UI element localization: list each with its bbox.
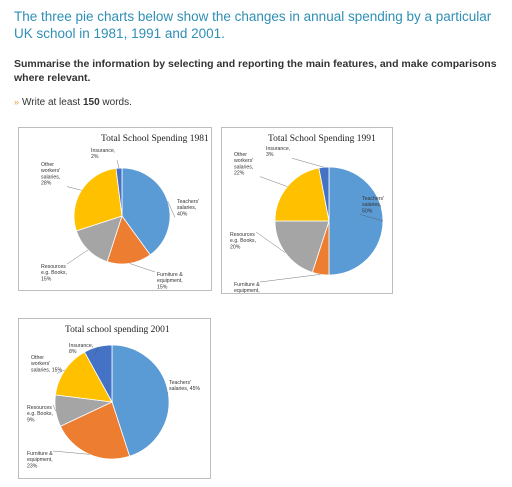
pie-chart-1991: Total School Spending 1991 Teachers' salar… — [221, 127, 393, 294]
leader-line-insurance — [116, 160, 120, 169]
word-count-prefix: Write at least — [22, 97, 83, 108]
leader-line-teachers — [167, 201, 176, 218]
slice-label-teachers: Teachers' salaries, 50% — [362, 196, 384, 214]
slice-label-other: Other workers' salaries, 22% — [234, 152, 253, 177]
leader-line-other — [66, 186, 82, 191]
word-count-number: 150 — [82, 97, 100, 108]
pie-slice-insurance — [115, 167, 123, 217]
pie-slice-teachers — [121, 167, 171, 256]
slice-label-other: Other workers' salaries, 15% — [31, 355, 63, 373]
slice-label-teachers: Teachers' salaries, 45% — [169, 380, 201, 392]
slice-label-resources: Resources e.g. Books, 20% — [230, 232, 256, 250]
slice-label-resources: Resources e.g. Books, 15% — [41, 264, 67, 282]
slice-label-furniture: Furniture & equipment, 15% — [157, 272, 183, 290]
pie-slice-other — [73, 167, 123, 232]
leader-line-other — [259, 176, 288, 187]
chart-title: Total school spending 2001 — [65, 325, 170, 335]
pie-chart-1981-svg: Total School Spending 1981 Teachers' salar… — [41, 134, 209, 290]
pie-slice-other — [55, 351, 113, 403]
leader-line-resources — [66, 249, 89, 265]
leader-line-insurance — [94, 346, 99, 356]
word-count-suffix: words. — [99, 97, 132, 108]
slice-label-furniture: Furniture &equipment,5% — [234, 282, 260, 293]
word-count-note: » Write at least 150 words. — [14, 97, 132, 108]
leader-line-furniture — [129, 263, 156, 273]
slice-label-other: Other workers' salaries, 28% — [41, 162, 60, 187]
slice-label-insurance: Insurance, 2% — [91, 148, 115, 160]
slice-label-insurance: Insurance, 8% — [69, 343, 93, 355]
slice-label-teachers: Teachers' salaries, 40% — [177, 199, 199, 217]
leader-line-furniture — [259, 274, 321, 283]
leader-line-resources — [52, 404, 56, 412]
pie-slice-resources — [274, 220, 330, 273]
leader-line-furniture — [52, 450, 90, 455]
chart-title: Total School Spending 1991 — [268, 134, 376, 144]
pie-slice-other — [274, 167, 330, 222]
leader-line-other — [56, 369, 65, 374]
leader-line-teachers — [359, 214, 384, 222]
leader-line-resources — [255, 231, 286, 253]
slice-label-resources: Resources e.g. Books, 9% — [27, 405, 53, 423]
slice-label-furniture: Furniture & equipment, 23% — [27, 451, 53, 469]
leader-line-teachers — [166, 392, 169, 394]
pie-chart-2001: Total school spending 2001 Teachers' salar… — [18, 318, 211, 479]
pie-chart-2001-svg: Total school spending 2001 Teachers' salar… — [27, 325, 201, 469]
slice-label-insurance: Insurance, 3% — [266, 146, 290, 158]
bullet-arrow-icon: » — [14, 97, 20, 107]
task-instruction: Summarise the information by selecting a… — [14, 58, 497, 84]
leader-line-insurance — [291, 158, 324, 168]
pie-slice-teachers — [328, 166, 384, 276]
pie-chart-1981: Total School Spending 1981 Teachers' salar… — [18, 127, 212, 291]
task-heading: The three pie charts below show the chan… — [14, 9, 492, 41]
chart-title: Total School Spending 1981 — [101, 134, 209, 144]
pie-chart-1991-svg: Total School Spending 1991 Teachers' salar… — [230, 134, 384, 293]
